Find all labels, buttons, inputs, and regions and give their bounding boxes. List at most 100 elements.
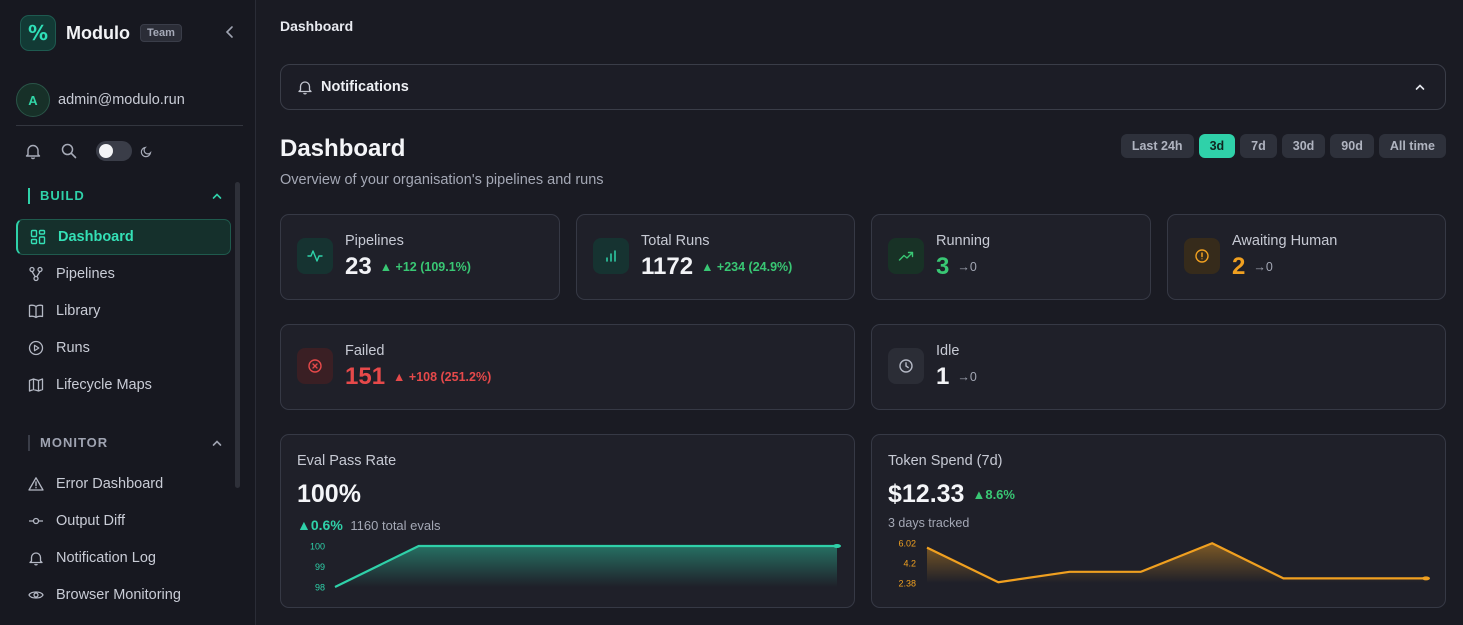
y-tick-label: 4.2	[903, 559, 916, 569]
section-monitor[interactable]: MONITOR	[28, 435, 223, 451]
search-icon[interactable]	[60, 142, 78, 160]
toggle-knob	[99, 144, 113, 158]
stat-delta: ▲ +12 (109.1%)	[379, 260, 471, 274]
sidebar-item-label: Error Dashboard	[56, 476, 164, 492]
sidebar-item-label: Browser Monitoring	[56, 587, 181, 603]
stat-value: 2 →0	[1232, 253, 1273, 281]
notifications-panel[interactable]: Notifications	[280, 64, 1446, 110]
stat-card-total-runs[interactable]: Total Runs 1172 ▲ +234 (24.9%)	[576, 214, 855, 300]
stat-number: 23	[345, 253, 372, 280]
last-point	[1422, 576, 1430, 581]
stat-label: Pipelines	[345, 233, 404, 249]
chart-meta: ▲0.6% 1160 total evals	[297, 517, 441, 533]
bell-icon	[29, 552, 43, 566]
breadcrumb: Dashboard	[280, 18, 354, 34]
sidebar-item-pipelines[interactable]: Pipelines	[16, 256, 231, 292]
sidebar-item-label: Lifecycle Maps	[56, 377, 152, 393]
sidebar-item-label: Pipelines	[56, 266, 115, 282]
sidebar-scrollbar[interactable]	[235, 182, 240, 488]
chart-headline: 100%	[297, 480, 361, 508]
range-tab-24h[interactable]: Last 24h	[1120, 134, 1194, 158]
moon-icon	[140, 146, 152, 158]
sidebar-item-library[interactable]: Library	[16, 293, 231, 329]
stat-label: Running	[936, 233, 991, 249]
stat-delta: →0	[1253, 260, 1273, 274]
range-tab-90d[interactable]: 90d	[1330, 134, 1374, 158]
page-subtitle: Overview of your organisation's pipeline…	[280, 172, 604, 188]
stat-delta: →0	[957, 260, 977, 274]
y-tick-label: 6.02	[898, 539, 916, 549]
sidebar-item-notification-log[interactable]: Notification Log	[16, 540, 231, 576]
sidebar-item-output-diff[interactable]: Output Diff	[16, 503, 231, 539]
stat-value: 151 ▲ +108 (251.2%)	[345, 363, 491, 391]
chart-delta: ▲0.6%	[297, 517, 343, 533]
warning-icon	[28, 477, 44, 491]
alert-circle-icon	[1184, 238, 1220, 274]
stat-value: 23 ▲ +12 (109.1%)	[345, 253, 471, 281]
chevron-up-icon	[212, 440, 222, 446]
user-menu[interactable]: A admin@modulo.run	[16, 83, 185, 117]
logo-icon: %	[20, 15, 56, 51]
map-icon	[28, 378, 44, 392]
stat-number: 151	[345, 363, 386, 390]
y-tick-label: 99	[315, 562, 325, 572]
stat-delta: ▲ +234 (24.9%)	[701, 260, 793, 274]
sidebar-item-label: Library	[56, 303, 101, 319]
chart-title: Token Spend (7d)	[888, 453, 1003, 469]
trending-up-icon	[888, 238, 924, 274]
range-tab-30d[interactable]: 30d	[1281, 134, 1326, 158]
sidebar-item-label: Runs	[56, 340, 90, 356]
last-point	[833, 544, 841, 548]
section-label: MONITOR	[28, 435, 108, 451]
stat-number: 3	[936, 253, 950, 280]
workflow-icon	[29, 266, 43, 282]
brand-name: Modulo	[66, 22, 130, 43]
sidebar-item-error-dashboard[interactable]: Error Dashboard	[16, 466, 231, 502]
sidebar-item-lifecycle-maps[interactable]: Lifecycle Maps	[16, 367, 231, 403]
stat-number: 1	[936, 363, 950, 390]
section-label: BUILD	[28, 188, 85, 204]
stat-card-awaiting-human[interactable]: Awaiting Human 2 →0	[1167, 214, 1446, 300]
user-email: admin@modulo.run	[58, 92, 185, 108]
sidebar-item-browser-monitoring[interactable]: Browser Monitoring	[16, 577, 231, 613]
chart-headline: $12.33 ▲8.6%	[888, 480, 1015, 509]
clock-icon	[888, 348, 924, 384]
activity-icon	[297, 238, 333, 274]
sidebar-item-label: Notification Log	[56, 550, 156, 566]
stat-label: Total Runs	[641, 233, 710, 249]
theme-toggle[interactable]	[96, 141, 132, 161]
range-tab-all-time[interactable]: All time	[1378, 134, 1446, 158]
range-tab-7d[interactable]: 7d	[1240, 134, 1277, 158]
stat-number: 1172	[641, 253, 694, 280]
chevron-up-icon	[212, 193, 222, 199]
utility-row	[24, 141, 154, 161]
series-line	[334, 544, 837, 588]
y-tick-label: 98	[315, 583, 325, 593]
section-build[interactable]: BUILD	[28, 188, 223, 204]
eval-pass-rate-card[interactable]: Eval Pass Rate 100% ▲0.6% 1160 total eva…	[280, 434, 855, 608]
stat-card-idle[interactable]: Idle 1 →0	[871, 324, 1446, 410]
chevron-up-icon[interactable]	[1413, 80, 1427, 94]
sidebar-item-runs[interactable]: Runs	[16, 330, 231, 366]
chart-note: 3 days tracked	[888, 516, 970, 530]
grid-icon	[30, 229, 46, 245]
bell-icon	[298, 81, 312, 95]
stat-card-running[interactable]: Running 3 →0	[871, 214, 1151, 300]
bar-chart-icon	[593, 238, 629, 274]
stat-card-failed[interactable]: Failed 151 ▲ +108 (251.2%)	[280, 324, 855, 410]
stat-delta: →0	[957, 370, 977, 384]
play-circle-icon	[28, 340, 44, 356]
range-tab-3d[interactable]: 3d	[1198, 134, 1236, 158]
stat-value: 3 →0	[936, 253, 977, 281]
series-line	[926, 542, 1426, 584]
token-spend-card[interactable]: Token Spend (7d) $12.33 ▲8.6% 3 days trac…	[871, 434, 1446, 608]
stat-card-pipelines[interactable]: Pipelines 23 ▲ +12 (109.1%)	[280, 214, 560, 300]
collapse-sidebar-icon[interactable]	[222, 24, 238, 40]
stat-label: Awaiting Human	[1232, 233, 1338, 249]
sidebar-item-label: Output Diff	[56, 513, 126, 529]
sidebar-item-dashboard[interactable]: Dashboard	[16, 219, 231, 255]
bell-icon[interactable]	[24, 142, 42, 160]
stat-label: Idle	[936, 343, 960, 359]
book-icon	[28, 304, 44, 319]
brand[interactable]: % Modulo Team	[20, 15, 182, 51]
